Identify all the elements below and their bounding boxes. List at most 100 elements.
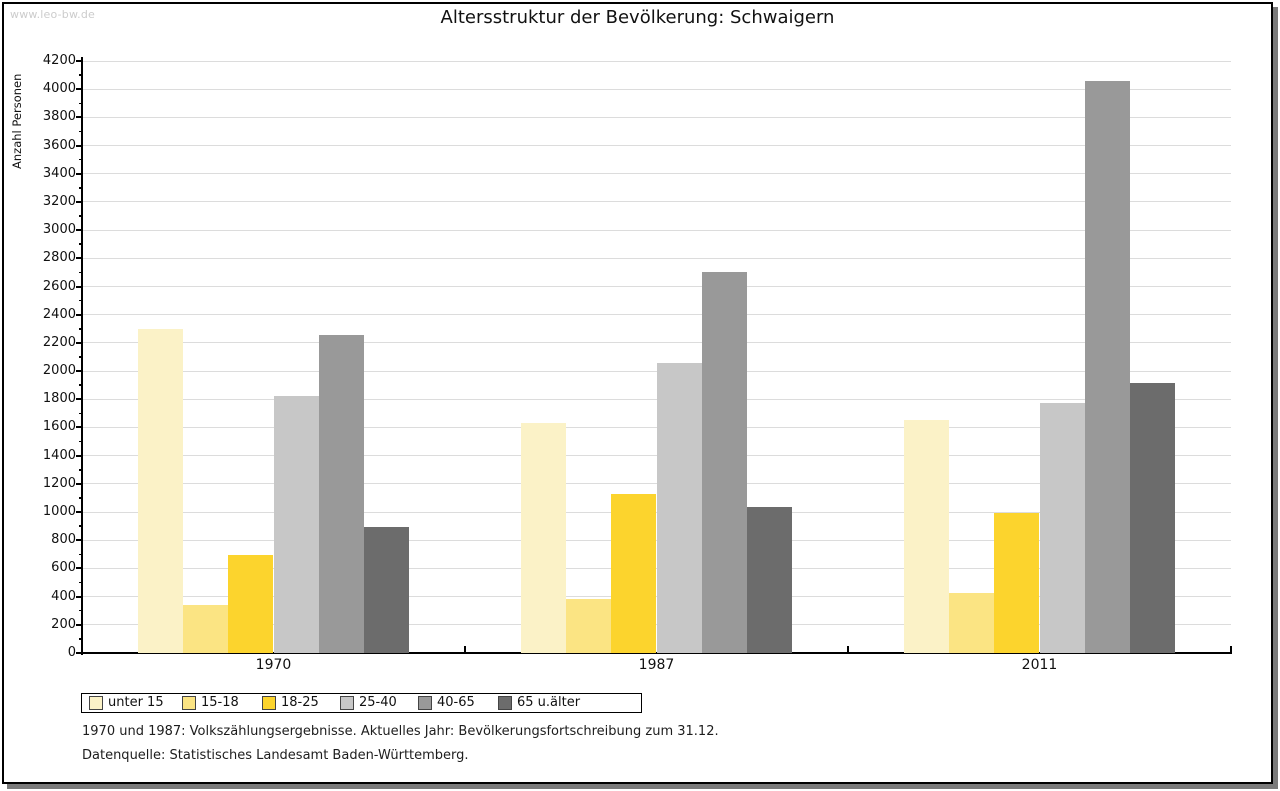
y-gridline	[82, 229, 1231, 231]
y-tick-label: 400	[51, 588, 76, 604]
bar-25-40	[656, 362, 702, 653]
y-tick-minor	[79, 243, 82, 245]
y-tick-label: 1000	[42, 504, 76, 520]
y-tick-minor	[79, 215, 82, 217]
y-tick-major	[76, 200, 82, 203]
y-tick-label: 2400	[42, 306, 76, 322]
y-tick-label: 3000	[42, 222, 76, 238]
y-tick-minor	[79, 440, 82, 443]
x-boundary-tick	[1230, 646, 1232, 653]
y-tick-minor	[79, 328, 82, 330]
bar-25-40	[1039, 402, 1085, 653]
y-tick-major	[76, 285, 82, 288]
y-tick-label: 4200	[42, 53, 76, 68]
y-tick-minor	[79, 74, 82, 76]
legend-swatch-icon	[262, 696, 276, 710]
legend-swatch-icon	[418, 696, 432, 710]
y-tick-minor	[79, 525, 82, 527]
y-tick-minor	[79, 469, 82, 471]
watermark-text: www.leo-bw.de	[10, 8, 96, 21]
y-tick-label: 3600	[42, 137, 76, 153]
y-tick-minor	[79, 187, 82, 189]
bar-18-25	[994, 513, 1040, 653]
chart-title: Altersstruktur der Bevölkerung: Schwaige…	[440, 7, 835, 28]
y-tick-label: 4000	[42, 81, 76, 97]
bar-40-65	[1084, 80, 1131, 653]
y-tick-label: 3800	[42, 109, 76, 125]
y-tick-label: 1800	[42, 391, 76, 407]
bar-40-65	[701, 272, 748, 653]
y-tick-minor	[79, 609, 82, 612]
y-tick-major	[76, 229, 82, 232]
y-tick-minor	[79, 356, 82, 358]
y-tick-major	[76, 426, 82, 429]
y-gridline	[82, 145, 1231, 147]
y-tick-minor	[79, 553, 82, 556]
y-tick-major	[76, 482, 82, 485]
y-tick-minor	[79, 638, 82, 640]
legend-swatch-icon	[498, 696, 512, 710]
y-tick-minor	[79, 299, 82, 302]
legend-swatch-icon	[182, 696, 196, 710]
bar-18-25	[228, 555, 274, 653]
bar-15-18	[565, 599, 612, 653]
x-boundary-tick	[847, 646, 849, 653]
bar-25-40	[273, 396, 319, 653]
bar-15-18	[182, 605, 229, 653]
y-gridline	[82, 314, 1231, 316]
y-tick-major	[76, 652, 82, 654]
y-tick-major	[76, 398, 82, 401]
y-tick-minor	[79, 158, 82, 161]
y-tick-minor	[79, 497, 82, 499]
x-category-label: 2011	[1021, 657, 1058, 673]
x-boundary-tick	[464, 646, 466, 653]
y-tick-label: 0	[67, 645, 76, 660]
y-tick-label: 2800	[42, 250, 76, 266]
plot-area: 0 200 400 600 800 1000 1200 1400 1600 1800 2000 220…	[4, 4, 1271, 782]
y-tick-label: 1400	[42, 447, 76, 463]
y-gridline	[82, 342, 1231, 344]
y-tick-label: 2000	[42, 363, 76, 379]
y-tick-minor	[79, 384, 82, 386]
bar-65-u-lter	[747, 507, 793, 653]
legend-box: unter 15 15-18 18-25 25-40 40-65 65 u.älter	[81, 693, 642, 713]
y-tick-major	[76, 370, 82, 373]
x-category-label: 1970	[255, 657, 292, 673]
footnote-source-years: 1970 und 1987: Volkszählungsergebnisse. …	[82, 724, 719, 739]
y-tick-major	[76, 116, 82, 119]
y-tick-label: 3400	[42, 165, 76, 181]
legend-label: 65 u.älter	[517, 695, 581, 710]
legend-swatch-icon	[340, 696, 354, 710]
bar-unter-15	[903, 419, 949, 653]
legend-label: 40-65	[437, 695, 475, 710]
legend-label: 15-18	[201, 695, 239, 710]
x-category-label: 1987	[638, 657, 675, 673]
y-tick-major	[76, 623, 82, 626]
y-gridline	[82, 201, 1231, 203]
bar-15-18	[948, 593, 995, 653]
y-tick-major	[76, 595, 82, 598]
legend-label: 25-40	[359, 695, 397, 710]
y-tick-label: 200	[51, 616, 76, 632]
bar-65-u-lter	[364, 526, 410, 653]
y-tick-major	[76, 172, 82, 175]
y-tick-major	[76, 511, 82, 514]
y-axis-line	[81, 57, 83, 655]
legend-label: 18-25	[281, 695, 319, 710]
y-gridline	[82, 88, 1231, 90]
legend-label: unter 15	[108, 695, 164, 710]
footnote-data-source: Datenquelle: Statistisches Landesamt Bad…	[82, 748, 469, 763]
y-tick-major	[76, 60, 82, 62]
x-axis-line	[81, 652, 1232, 654]
y-tick-major	[76, 88, 82, 91]
y-tick-label: 600	[51, 560, 76, 576]
y-tick-major	[76, 313, 82, 316]
y-tick-minor	[79, 412, 82, 415]
y-tick-label: 2600	[42, 278, 76, 294]
bar-65-u-lter	[1130, 383, 1176, 653]
y-tick-label: 3200	[42, 193, 76, 209]
bar-18-25	[611, 493, 657, 653]
y-gridline	[82, 286, 1231, 288]
